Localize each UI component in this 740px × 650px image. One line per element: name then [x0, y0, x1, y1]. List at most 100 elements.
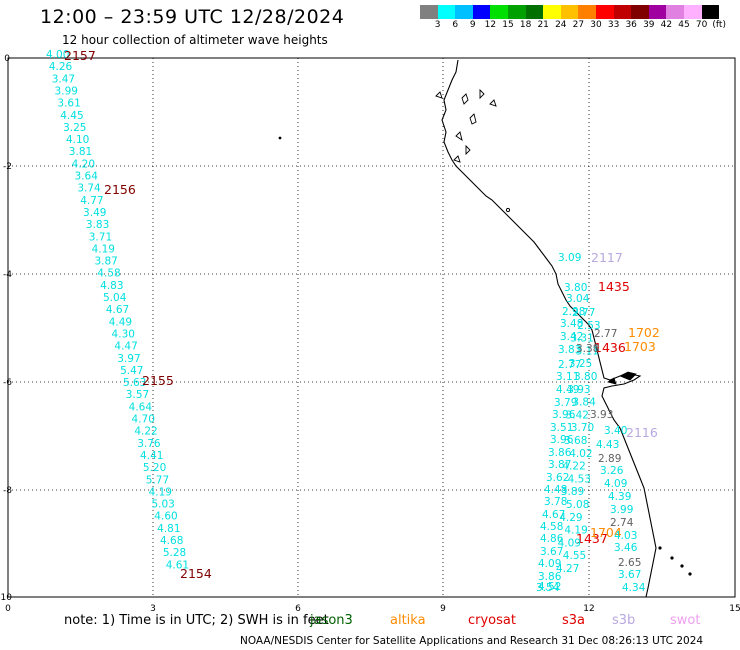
wave-height-value: 4.49 — [109, 316, 132, 328]
wave-height-value: 3.54 — [536, 582, 560, 594]
wave-height-value: 3.11 — [556, 371, 579, 383]
y-tick-label: -2 — [3, 162, 12, 172]
wave-height-value: 2.53 — [577, 320, 600, 332]
small-island — [658, 546, 662, 550]
wave-height-value: 4.26 — [49, 61, 73, 73]
wave-height-value: 4.09 — [558, 537, 581, 549]
legend-label: 6 — [452, 20, 459, 30]
x-tick-label: 3 — [150, 604, 156, 614]
wave-height-value: 4.81 — [157, 523, 180, 535]
wave-height-value: 3.97 — [117, 353, 140, 365]
time-label: 2156 — [104, 182, 136, 197]
wave-height-value: 5.20 — [143, 462, 166, 474]
wave-height-value: 3.42 — [560, 331, 583, 343]
wave-height-value: 4.34 — [622, 582, 646, 594]
legend-swatch — [560, 5, 579, 19]
wave-height-value: 3.96 — [552, 409, 576, 421]
wave-height-value: 4.60 — [154, 511, 177, 523]
legend-label: 30 — [590, 20, 602, 30]
wave-height-value: 4.02 — [569, 448, 592, 460]
y-tick-label: -6 — [3, 378, 12, 388]
time-label: 2116 — [626, 425, 658, 440]
wave-height-value: 3.04 — [566, 293, 590, 305]
y-tick-label: -10 — [0, 593, 12, 603]
x-tick-label: 12 — [583, 604, 594, 614]
wave-height-value: 3.09 — [558, 252, 581, 264]
map-frame — [7, 57, 736, 598]
wave-height-value: 3.68 — [564, 435, 587, 447]
legend-label: 36 — [625, 20, 637, 30]
wave-height-value: 3.42 — [566, 409, 589, 421]
sat-s3b: s3b — [612, 613, 636, 628]
sat-cryosat: cryosat — [468, 613, 516, 628]
sat-swot: swot — [670, 613, 701, 628]
wave-height-value: 5.03 — [151, 499, 174, 511]
legend-label: 45 — [678, 20, 690, 30]
wave-height-value: 3.86 — [538, 571, 562, 583]
time-label: 2157 — [64, 48, 96, 63]
wave-height-value: 3.71 — [89, 231, 112, 243]
wave-height-value: 2.77 — [572, 307, 595, 319]
wave-height-value: 3.80 — [564, 282, 587, 294]
legend-swatch — [701, 5, 720, 19]
wave-height-value: 4.19 — [564, 525, 587, 537]
wave-height-value: 4.47 — [114, 341, 137, 353]
legend-label: 15 — [502, 20, 514, 30]
wave-height-value: 4.68 — [160, 535, 183, 547]
footer-credit: NOAA/NESDIS Center for Satellite Applica… — [240, 635, 704, 647]
wave-height-value-grey: 2.74 — [610, 517, 634, 529]
sat-s3a: s3a — [562, 613, 586, 628]
wave-height-value: 4.48 — [544, 484, 567, 496]
small-island — [505, 207, 511, 213]
wave-height-value: 2.98 — [562, 306, 585, 318]
wave-height-value: 4.67 — [542, 509, 565, 521]
wave-height-value: 3.87 — [94, 256, 117, 268]
wave-height-value: 3.84 — [572, 397, 596, 409]
bay-outline — [607, 371, 637, 385]
legend-swatch — [543, 5, 561, 19]
wave-height-value: 4.58 — [540, 521, 563, 533]
legend-swatch — [578, 5, 596, 19]
time-label: 1437 — [576, 531, 608, 546]
wave-height-value: 4.83 — [100, 280, 123, 292]
wave-height-value: 3.96 — [550, 434, 574, 446]
legend-swatch — [683, 5, 702, 19]
wave-height-value: 3.99 — [55, 85, 78, 97]
wave-height-value: 4.20 — [72, 158, 95, 170]
legend-swatch — [455, 5, 473, 19]
legend-label: 24 — [555, 20, 567, 30]
wave-height-labels: 4.004.263.473.993.614.453.254.103.814.20… — [46, 48, 660, 594]
time-label: 1436 — [594, 340, 626, 355]
wave-height-value: 4.53 — [568, 473, 591, 485]
wave-height-value: 4.39 — [608, 491, 631, 503]
legend-label: 33 — [607, 20, 620, 30]
wave-height-value-grey: 2.77 — [594, 328, 617, 340]
wave-height-value: 4.49 — [556, 384, 579, 396]
wave-height-value-grey: 2.65 — [618, 557, 641, 569]
legend-swatches — [420, 5, 740, 19]
legend-swatch — [631, 5, 649, 19]
y-tick-label: -4 — [3, 270, 12, 280]
wave-height-value: 4.09 — [538, 558, 561, 570]
wave-height-value: 3.51 — [550, 422, 573, 434]
wave-height-value: 3.67 — [540, 546, 563, 558]
wave-height-value: 4.41 — [140, 450, 163, 462]
wave-height-value: 3.83 — [86, 219, 109, 231]
wave-height-value: 3.83 — [558, 344, 581, 356]
legend-label: 21 — [537, 20, 549, 30]
legend-swatch — [666, 5, 684, 19]
wave-height-value: 3.64 — [75, 171, 99, 183]
island-outlines — [435, 88, 497, 163]
wave-height-value: 4.27 — [556, 563, 579, 575]
wave-height-value: 3.89 — [561, 486, 584, 498]
legend-label: 42 — [660, 20, 673, 30]
wave-height-value: 4.61 — [166, 559, 189, 571]
wave-height-value: 3.99 — [610, 504, 633, 516]
time-label: 2155 — [142, 373, 174, 388]
wave-height-value: 4.29 — [559, 512, 582, 524]
coastline-path — [441, 59, 657, 598]
wave-height-value: 3.25 — [569, 358, 592, 370]
wave-height-value: 3.76 — [137, 438, 161, 450]
wave-height-value-grey: 3.93 — [590, 409, 613, 421]
